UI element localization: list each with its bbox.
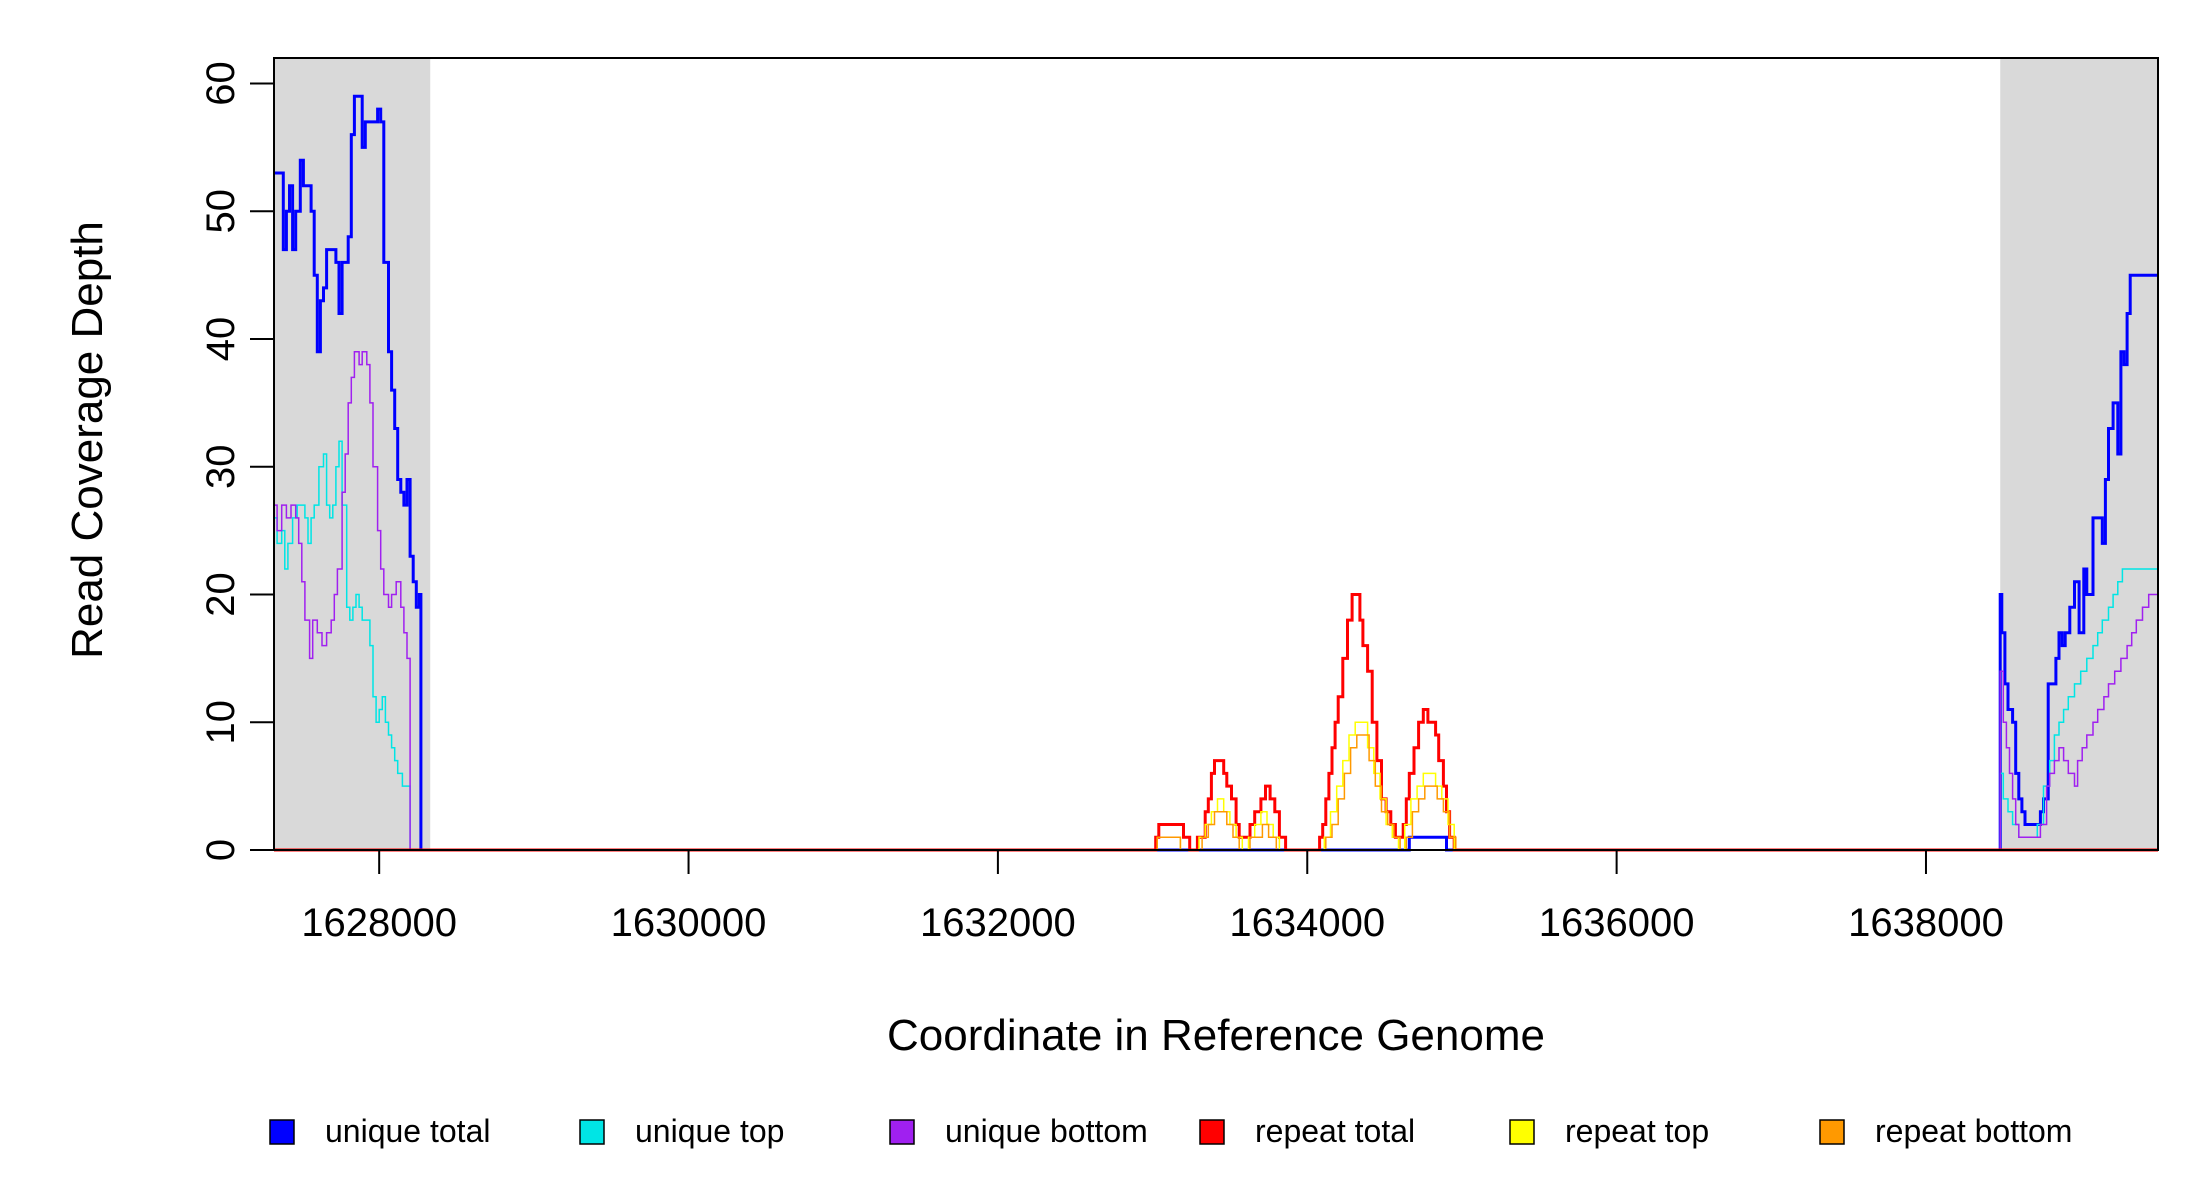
x-tick-label: 1638000 <box>1848 901 2004 945</box>
y-tick-label: 60 <box>199 61 243 106</box>
x-tick-label: 1634000 <box>1229 901 1385 945</box>
legend-swatch-2 <box>579 1119 605 1145</box>
y-axis: 0 10 20 30 40 50 60 <box>199 61 275 861</box>
series-line-1 <box>274 94 2158 852</box>
legend-swatch-5 <box>1509 1119 1535 1145</box>
legend-swatch-3 <box>889 1119 915 1145</box>
y-tick-label: 30 <box>199 445 243 490</box>
legend: unique total unique top unique bottom repea… <box>269 1113 2072 1149</box>
legend-label-1: unique total <box>325 1113 490 1149</box>
legend-swatch-4 <box>1199 1119 1225 1145</box>
y-tick-label: 10 <box>199 700 243 745</box>
x-tick-label: 1632000 <box>920 901 1076 945</box>
y-tick-label: 50 <box>199 189 243 234</box>
shaded-region-2 <box>2000 58 2158 850</box>
series-line-3 <box>274 351 2158 851</box>
legend-label-3: unique bottom <box>945 1113 1148 1149</box>
x-tick-label: 1636000 <box>1539 901 1695 945</box>
legend-swatch-1 <box>269 1119 295 1145</box>
series-line-5 <box>274 721 2158 851</box>
y-axis-title: Read Coverage Depth <box>63 221 112 659</box>
x-tick-label: 1630000 <box>611 901 767 945</box>
y-tick-label: 20 <box>199 572 243 617</box>
series-line-6 <box>274 734 2158 851</box>
legend-label-5: repeat top <box>1565 1113 1709 1149</box>
legend-label-2: unique top <box>635 1113 784 1149</box>
x-tick-label: 1628000 <box>301 901 457 945</box>
legend-label-6: repeat bottom <box>1875 1113 2072 1149</box>
x-axis: 1628000 1630000 1632000 1634000 1636000 16380… <box>301 849 2004 945</box>
series-line-4 <box>274 593 2158 852</box>
series-lines <box>274 94 2158 852</box>
legend-swatch-6 <box>1819 1119 1845 1145</box>
y-tick-label: 40 <box>199 317 243 362</box>
y-tick-label: 0 <box>199 839 243 861</box>
x-axis-title: Coordinate in Reference Genome <box>887 1011 1545 1060</box>
series-line-2 <box>274 440 2158 851</box>
legend-label-4: repeat total <box>1255 1113 1415 1149</box>
